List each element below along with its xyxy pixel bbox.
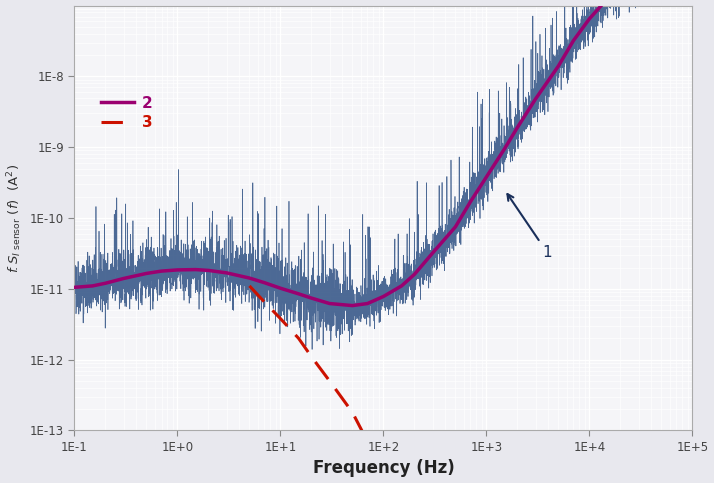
Legend: 2, 3: 2, 3 — [94, 90, 159, 137]
Text: 1: 1 — [508, 194, 552, 260]
Y-axis label: $f\!.S_{I\ \mathrm{sensor}}\ (f)\ \ \mathrm{(A^2)}$: $f\!.S_{I\ \mathrm{sensor}}\ (f)\ \ \mat… — [6, 163, 24, 272]
X-axis label: Frequency (Hz): Frequency (Hz) — [313, 459, 454, 477]
